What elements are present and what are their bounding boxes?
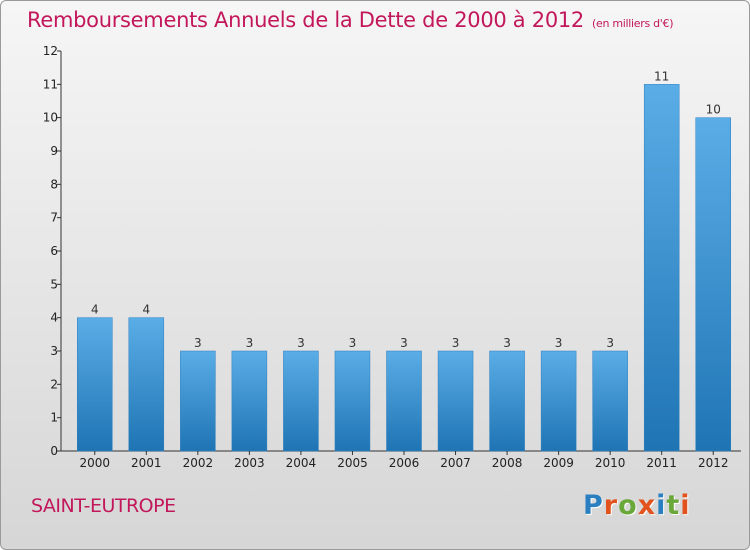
bar xyxy=(592,350,628,452)
bar xyxy=(695,117,731,452)
y-tick-label: 4 xyxy=(50,311,58,325)
bar xyxy=(437,350,474,452)
y-tick-label: 7 xyxy=(50,211,58,225)
y-tick-label: 2 xyxy=(50,377,58,391)
bar xyxy=(334,350,371,452)
x-tick-label: 2003 xyxy=(234,456,265,470)
bar xyxy=(180,350,216,452)
bar-value-label: 3 xyxy=(606,336,614,350)
logo-letter: P xyxy=(583,490,604,521)
logo-letter: i xyxy=(680,490,691,521)
bar xyxy=(231,350,268,452)
x-tick-label: 2006 xyxy=(389,456,420,470)
bar-value-label: 3 xyxy=(503,336,511,350)
x-tick-label: 2001 xyxy=(131,456,162,470)
y-tick-label: 8 xyxy=(50,177,58,191)
chart-title: Remboursements Annuels de la Dette de 20… xyxy=(27,8,673,32)
logo-letter: i xyxy=(656,490,667,521)
x-tick-label: 2010 xyxy=(595,456,626,470)
x-tick-label: 2000 xyxy=(79,456,110,470)
proxiti-logo[interactable]: Proxiti xyxy=(583,490,691,521)
y-tick-label: 11 xyxy=(43,77,58,91)
x-tick-label: 2005 xyxy=(337,456,368,470)
y-tick-label: 10 xyxy=(43,111,58,125)
bar-value-label: 3 xyxy=(349,336,357,350)
x-tick-label: 2009 xyxy=(543,456,574,470)
x-tick-label: 2008 xyxy=(492,456,523,470)
x-tick-label: 2012 xyxy=(698,456,729,470)
bar-value-label: 3 xyxy=(452,336,460,350)
x-tick-label: 2002 xyxy=(183,456,214,470)
bar xyxy=(540,350,577,452)
y-tick-label: 3 xyxy=(50,344,58,358)
logo-letter: t xyxy=(666,490,681,521)
bar-value-label: 11 xyxy=(654,69,669,83)
bar-value-label: 3 xyxy=(297,336,305,350)
y-tick-label: 0 xyxy=(50,444,58,458)
logo-letter: r xyxy=(603,490,619,521)
y-tick-label: 12 xyxy=(43,44,58,58)
logo-letter: o xyxy=(618,490,638,521)
x-tick-label: 2007 xyxy=(440,456,471,470)
bar-value-label: 10 xyxy=(706,103,721,117)
bar-value-label: 4 xyxy=(142,303,150,317)
bar-value-label: 3 xyxy=(555,336,563,350)
bar-value-label: 3 xyxy=(194,336,202,350)
y-tick-label: 6 xyxy=(50,244,58,258)
y-tick-label: 5 xyxy=(50,277,58,291)
commune-name: SAINT-EUTROPE xyxy=(31,495,176,517)
bar xyxy=(128,317,165,452)
bar-value-label: 3 xyxy=(246,336,254,350)
bar xyxy=(643,84,680,452)
x-tick-label: 2011 xyxy=(646,456,677,470)
y-tick-label: 9 xyxy=(50,144,58,158)
y-tick-label: 1 xyxy=(50,411,58,425)
bar-value-label: 3 xyxy=(400,336,408,350)
logo-letter: x xyxy=(637,490,657,521)
bar xyxy=(386,350,422,452)
bar xyxy=(489,350,525,452)
title-unit: (en milliers d'€) xyxy=(592,17,674,30)
bar xyxy=(283,350,319,452)
x-tick-label: 2004 xyxy=(286,456,317,470)
title-text: Remboursements Annuels de la Dette de 20… xyxy=(27,8,584,32)
bar-value-label: 4 xyxy=(91,303,99,317)
bar xyxy=(77,317,113,452)
